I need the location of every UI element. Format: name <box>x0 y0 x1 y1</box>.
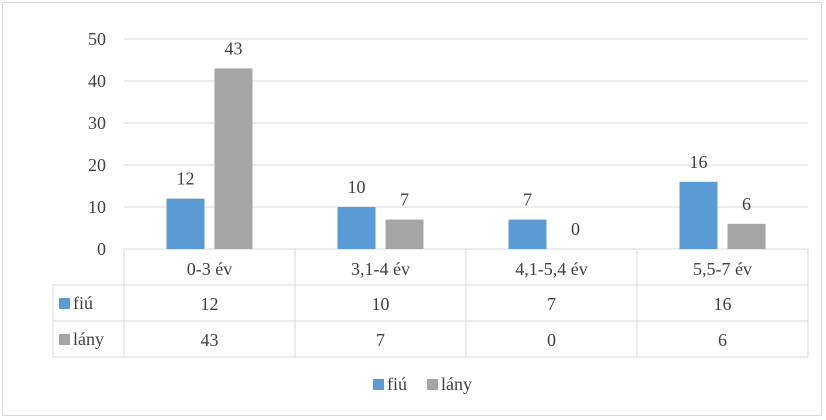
legend-label: lány <box>441 374 472 394</box>
y-tick-label: 10 <box>88 197 106 217</box>
y-tick-label: 30 <box>88 113 106 133</box>
bar-chart: 0 10 20 30 40 50 12 43 0-3 év 12 43 10 7 3,1-4 év 10 7 7… <box>52 29 809 394</box>
data-label: 7 <box>400 190 409 210</box>
data-label: 7 <box>523 190 532 210</box>
table-cell: 43 <box>201 330 219 350</box>
table-cell: 12 <box>201 294 219 314</box>
table-cell: 7 <box>376 330 385 350</box>
data-label: 43 <box>225 38 243 58</box>
y-tick-label: 40 <box>88 71 106 91</box>
bar-lány-1 <box>385 219 424 249</box>
row-legend-key <box>59 334 70 345</box>
category-label: 4,1-5,4 év <box>515 259 587 279</box>
bar-fiú-2 <box>508 219 547 249</box>
data-label: 6 <box>742 194 751 214</box>
data-label: 10 <box>348 177 366 197</box>
data-label: 0 <box>571 219 580 239</box>
data-label: 16 <box>690 152 708 172</box>
table-cell: 7 <box>547 294 556 314</box>
bar-lány-3 <box>727 223 766 249</box>
table-cell: 10 <box>372 294 390 314</box>
table-row-header: lány <box>73 329 104 349</box>
y-tick-label: 50 <box>88 29 106 49</box>
y-tick-label: 0 <box>97 239 106 259</box>
legend-key-lány <box>427 379 438 390</box>
table-cell: 16 <box>714 294 732 314</box>
chart-frame: 0 10 20 30 40 50 12 43 0-3 év 12 43 10 7 3,1-4 év 10 7 7… <box>2 2 822 416</box>
data-label: 12 <box>177 169 195 189</box>
category-label: 3,1-4 év <box>351 259 410 279</box>
bar-fiú-0 <box>166 198 205 249</box>
category-label: 0-3 év <box>187 259 232 279</box>
y-tick-label: 20 <box>88 155 106 175</box>
row-legend-key <box>59 298 70 309</box>
table-cell: 6 <box>718 330 727 350</box>
legend-key-fiú <box>373 379 384 390</box>
bar-lány-0 <box>214 68 253 250</box>
bar-fiú-3 <box>679 181 718 249</box>
category-label: 5,5-7 év <box>693 259 752 279</box>
legend-label: fiú <box>387 374 407 394</box>
bar-fiú-1 <box>337 207 376 249</box>
table-cell: 0 <box>547 330 556 350</box>
table-row-header: fiú <box>73 293 93 313</box>
